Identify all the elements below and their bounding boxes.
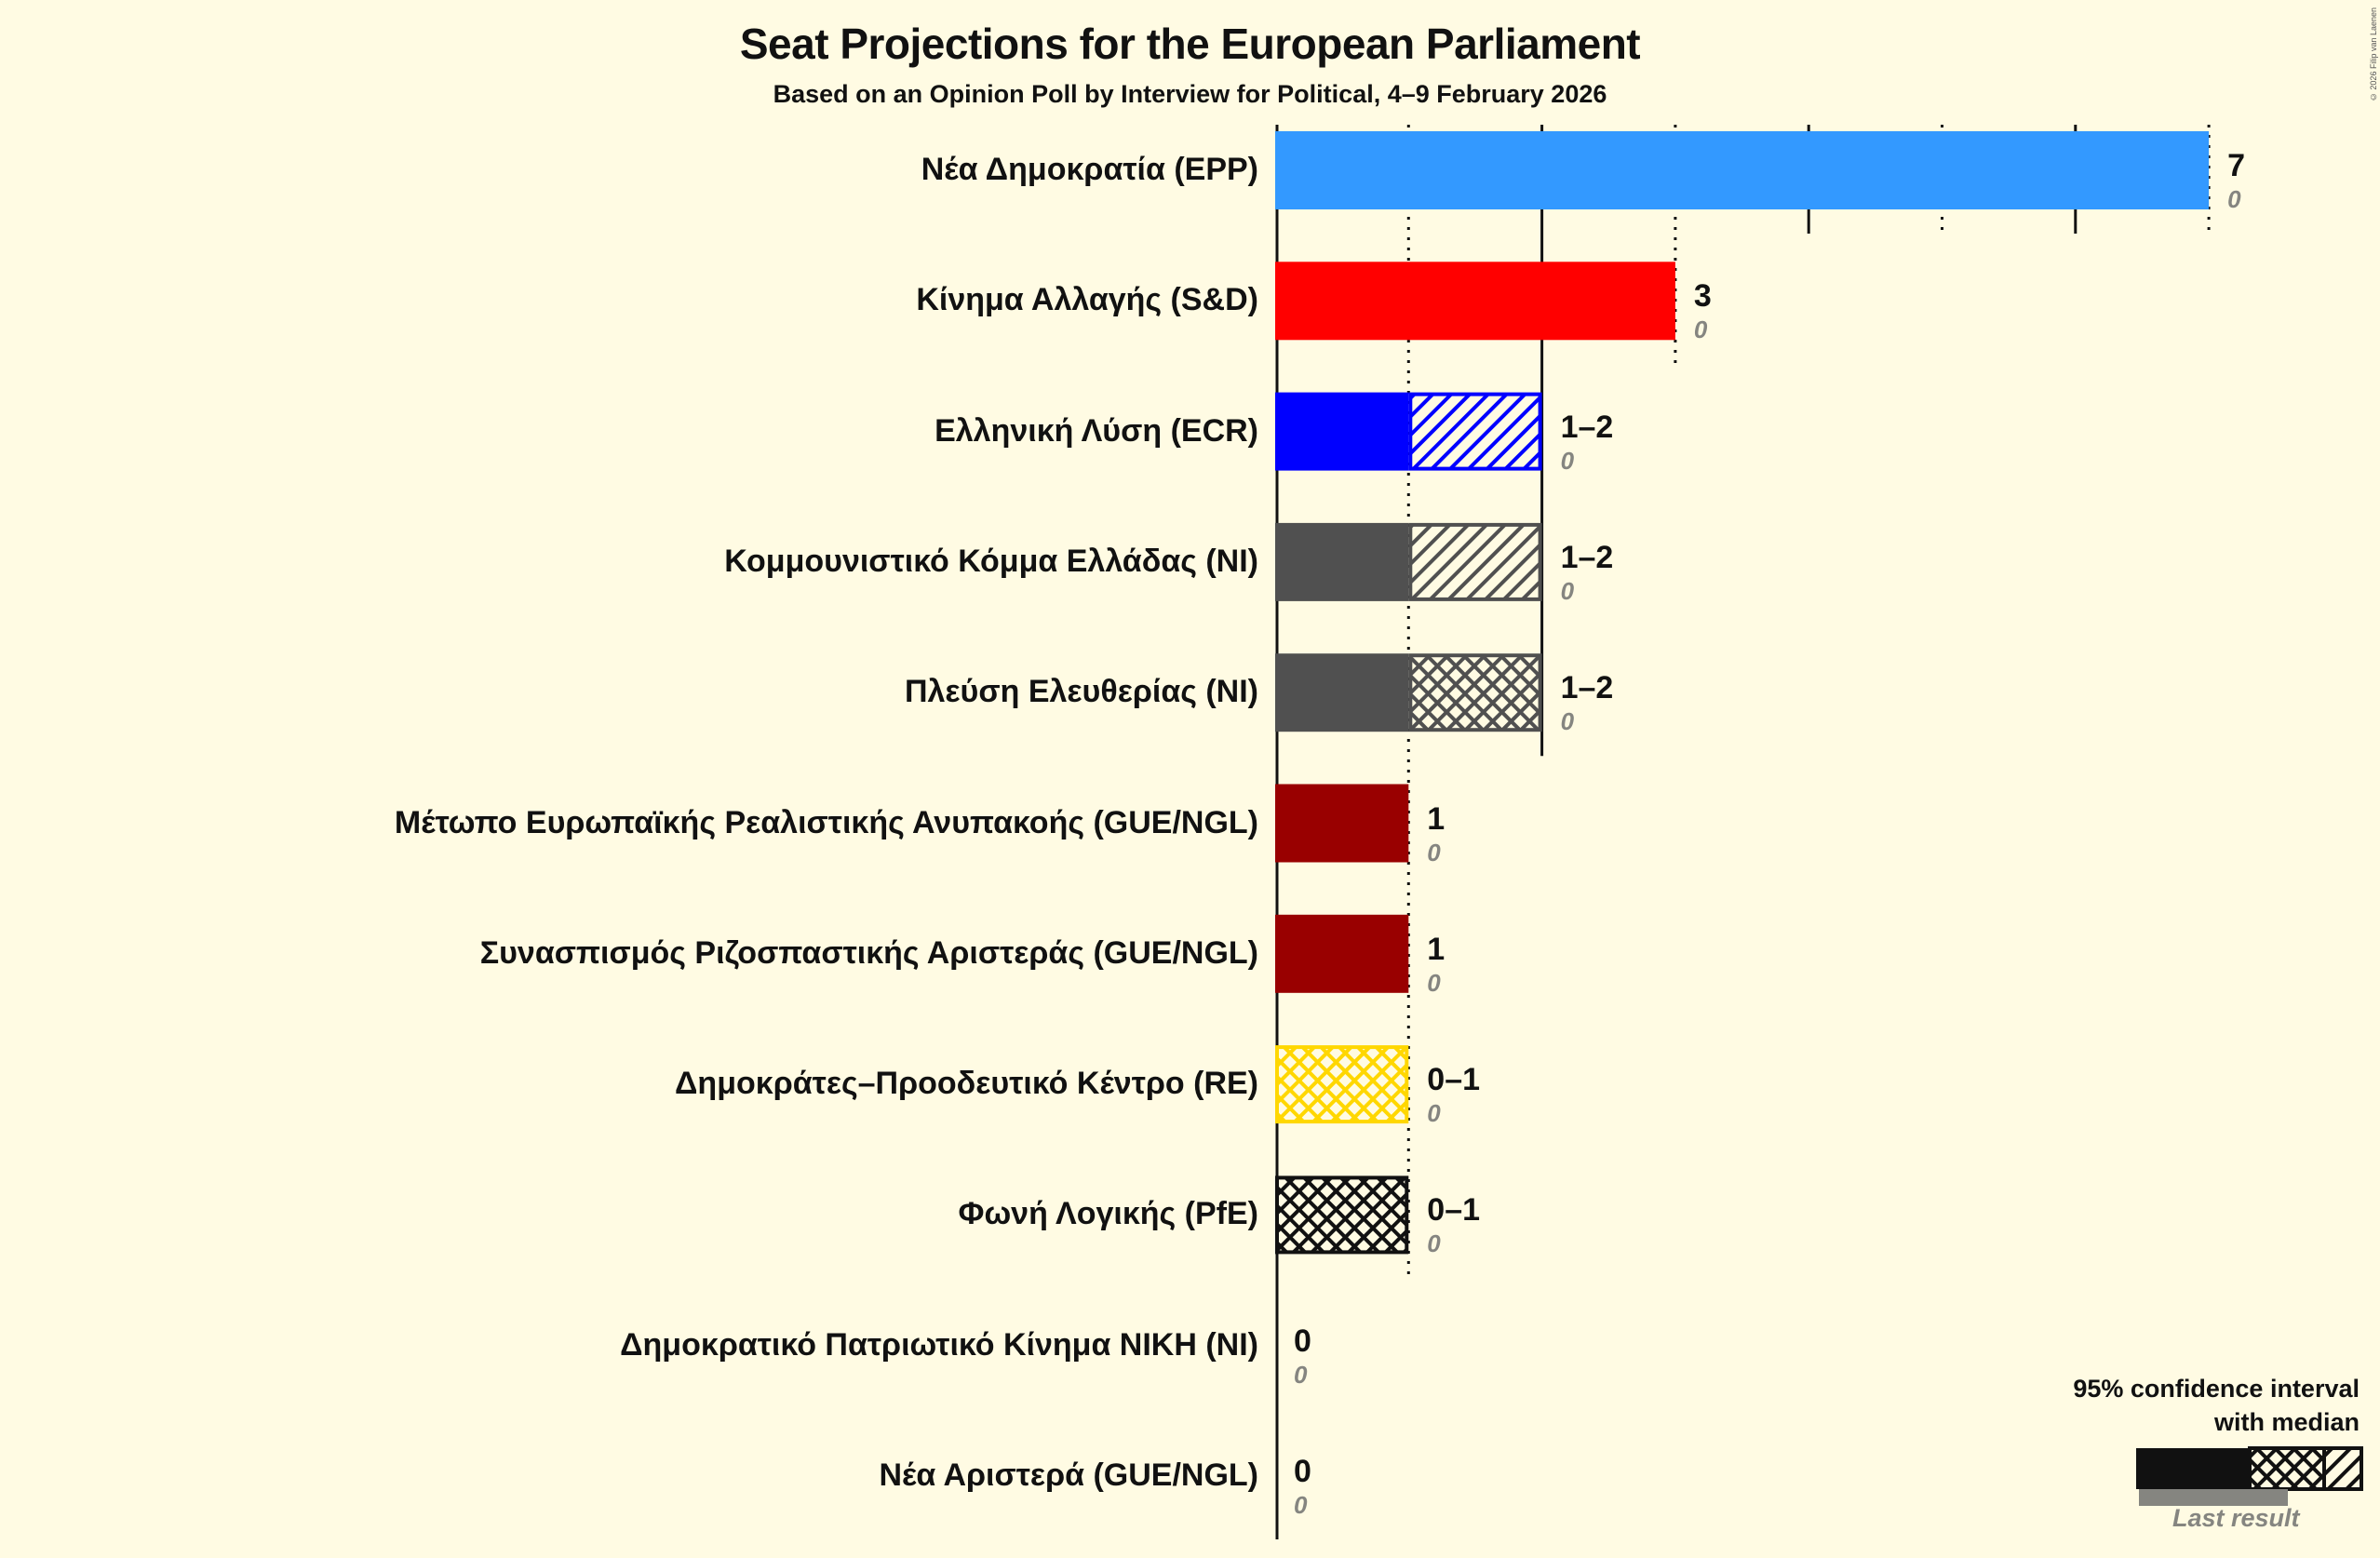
party-label: Μέτωπο Ευρωπαϊκής Ρεαλιστικής Ανυπακοής …: [394, 804, 1258, 840]
seat-range-label: 0: [1294, 1323, 1311, 1359]
seat-range-label: 0–1: [1427, 1062, 1481, 1098]
chart-subtitle: Based on an Opinion Poll by Interview fo…: [773, 80, 1607, 108]
last-result-label: 0: [1560, 576, 1575, 605]
last-result-label: 0: [1427, 968, 1441, 997]
bar-row: [1275, 1045, 1409, 1124]
seat-range-label: 1–2: [1560, 539, 1614, 575]
last-result-label: 0: [1693, 316, 1708, 344]
seat-range-label: 0–1: [1427, 1192, 1481, 1229]
party-label: Κίνημα Αλλαγής (S&D): [916, 282, 1258, 318]
seat-range-label: 7: [2227, 148, 2246, 183]
bar-ci: [1408, 522, 1542, 601]
legend-median-swatch: [2136, 1448, 2250, 1489]
last-result-label: 0: [1427, 1229, 1441, 1258]
bar-median: [1275, 392, 1409, 471]
seat-range-label: 3: [1693, 278, 1712, 315]
bar-row: [1275, 1175, 1409, 1255]
bar-row: [1275, 914, 1409, 993]
bar-median: [1275, 653, 1409, 732]
bar-median: [1275, 131, 2210, 209]
party-label: Δημοκράτες–Προοδευτικό Κέντρο (RE): [674, 1066, 1258, 1102]
seat-range-label: 1–2: [1560, 409, 1614, 445]
last-result-label: 0: [1294, 1360, 1308, 1389]
last-result-label: 0: [1427, 838, 1441, 866]
bar-ci: [1275, 1045, 1409, 1124]
party-label: Νέα Δημοκρατία (EPP): [921, 152, 1258, 187]
bar-median: [1275, 262, 1675, 341]
legend-title: 95% confidence interval with median: [2073, 1372, 2360, 1439]
legend-last-result-label: Last result: [2172, 1504, 2300, 1532]
bar-row: [1275, 784, 1409, 863]
legend-ci95-swatch: [2322, 1446, 2363, 1491]
bar-median: [1275, 784, 1409, 863]
party-label: Φωνή Λογικής (PfE): [958, 1196, 1258, 1232]
party-label: Συνασπισμός Ριζοσπαστικής Αριστεράς (GUE…: [479, 934, 1258, 971]
party-label: Κομμουνιστικό Κόμμα Ελλάδας (NI): [724, 543, 1258, 579]
bar-row: [1275, 262, 1675, 341]
bar-row: [1275, 131, 2210, 209]
bar-row: [1275, 653, 1542, 732]
seat-range-label: 0: [1294, 1454, 1311, 1489]
party-label: Πλεύση Ελευθερίας (NI): [904, 674, 1258, 710]
legend-ci50-swatch: [2248, 1446, 2326, 1491]
party-label: Ελληνική Λύση (ECR): [935, 412, 1258, 449]
legend-title-line2: with median: [2213, 1408, 2360, 1436]
party-label: Δημοκρατικό Πατριωτικό Κίνημα ΝΙΚΗ (NI): [620, 1326, 1258, 1363]
bar-median: [1275, 914, 1409, 993]
last-result-label: 0: [1560, 446, 1575, 475]
seat-range-label: 1: [1427, 800, 1445, 837]
seat-range-label: 1: [1427, 931, 1445, 967]
bar-row: [1275, 522, 1542, 601]
legend-last-result-swatch: [2139, 1489, 2288, 1506]
bar-median: [1275, 522, 1409, 601]
legend-title-line1: 95% confidence interval: [2073, 1375, 2360, 1403]
last-result-label: 0: [1560, 707, 1575, 736]
chart-title: Seat Projections for the European Parlia…: [739, 20, 1641, 68]
legend-graphic: [2136, 1446, 2363, 1506]
bars: [1275, 131, 2210, 1255]
bar-ci: [1408, 392, 1542, 471]
bar-ci: [1275, 1175, 1409, 1255]
seat-range-label: 1–2: [1560, 670, 1614, 706]
last-result-label: 0: [2227, 185, 2241, 213]
party-label: Νέα Αριστερά (GUE/NGL): [879, 1457, 1258, 1493]
last-result-label: 0: [1294, 1491, 1308, 1519]
bar-row: [1275, 392, 1542, 471]
bar-ci: [1408, 653, 1542, 732]
last-result-label: 0: [1427, 1099, 1441, 1128]
